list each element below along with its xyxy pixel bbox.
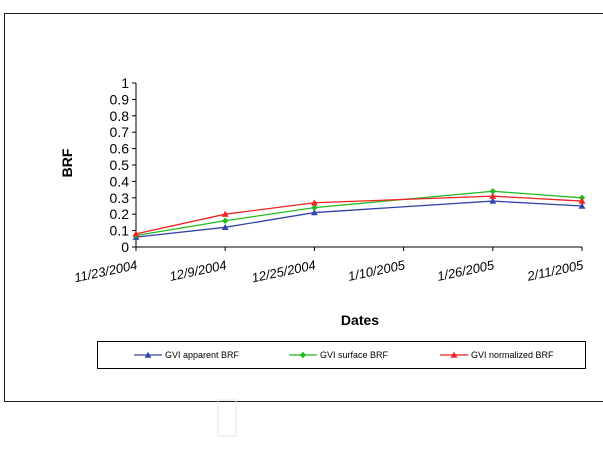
legend-label-2: GVI surface BRF xyxy=(320,350,389,360)
plot-area xyxy=(132,188,586,240)
series-3-point xyxy=(578,197,586,204)
legend-marker-1 xyxy=(144,351,152,358)
series-1-point xyxy=(311,209,318,216)
y-tick-label: 0.1 xyxy=(110,223,130,239)
legend-box xyxy=(97,341,586,369)
x-axis-title: Dates xyxy=(341,312,379,328)
series-3-point xyxy=(489,192,497,199)
y-tick-label: 0.9 xyxy=(110,91,130,107)
watermark xyxy=(217,399,237,437)
y-axis-title: BRF xyxy=(59,148,75,177)
legend-label-1: GVI apparent BRF xyxy=(165,350,240,360)
watermark-shape xyxy=(217,399,237,437)
y-tick-label: 0.7 xyxy=(110,124,130,140)
series-1-point xyxy=(221,223,229,231)
y-tick-label: 1 xyxy=(121,75,129,91)
legend-marker-3 xyxy=(450,351,458,358)
series-2-point xyxy=(489,188,496,195)
y-tick-label: 0.4 xyxy=(110,173,130,189)
y-tick-label: 0.5 xyxy=(110,157,130,173)
series-3-point xyxy=(311,199,318,206)
chart-frame xyxy=(4,13,603,402)
series-3-point xyxy=(132,230,140,237)
y-tick-label: 0 xyxy=(121,239,129,255)
y-tick-label: 0.3 xyxy=(110,190,130,206)
series-1-point xyxy=(489,197,497,204)
legend-label-3: GVI normalized BRF xyxy=(471,350,554,360)
legend-marker-2 xyxy=(299,351,307,359)
series-1-point xyxy=(578,202,586,209)
series-2-point xyxy=(222,217,229,224)
y-tick-label: 0.6 xyxy=(110,141,130,157)
y-tick-label: 0.8 xyxy=(110,108,130,124)
legend: GVI apparent BRF GVI surface BRF GVI norma… xyxy=(97,341,586,369)
y-axis: 00.10.20.30.40.50.60.70.80.91 xyxy=(110,75,137,255)
y-tick-label: 0.2 xyxy=(110,206,130,222)
series-3-point xyxy=(221,210,229,217)
series-2-point xyxy=(311,204,318,211)
